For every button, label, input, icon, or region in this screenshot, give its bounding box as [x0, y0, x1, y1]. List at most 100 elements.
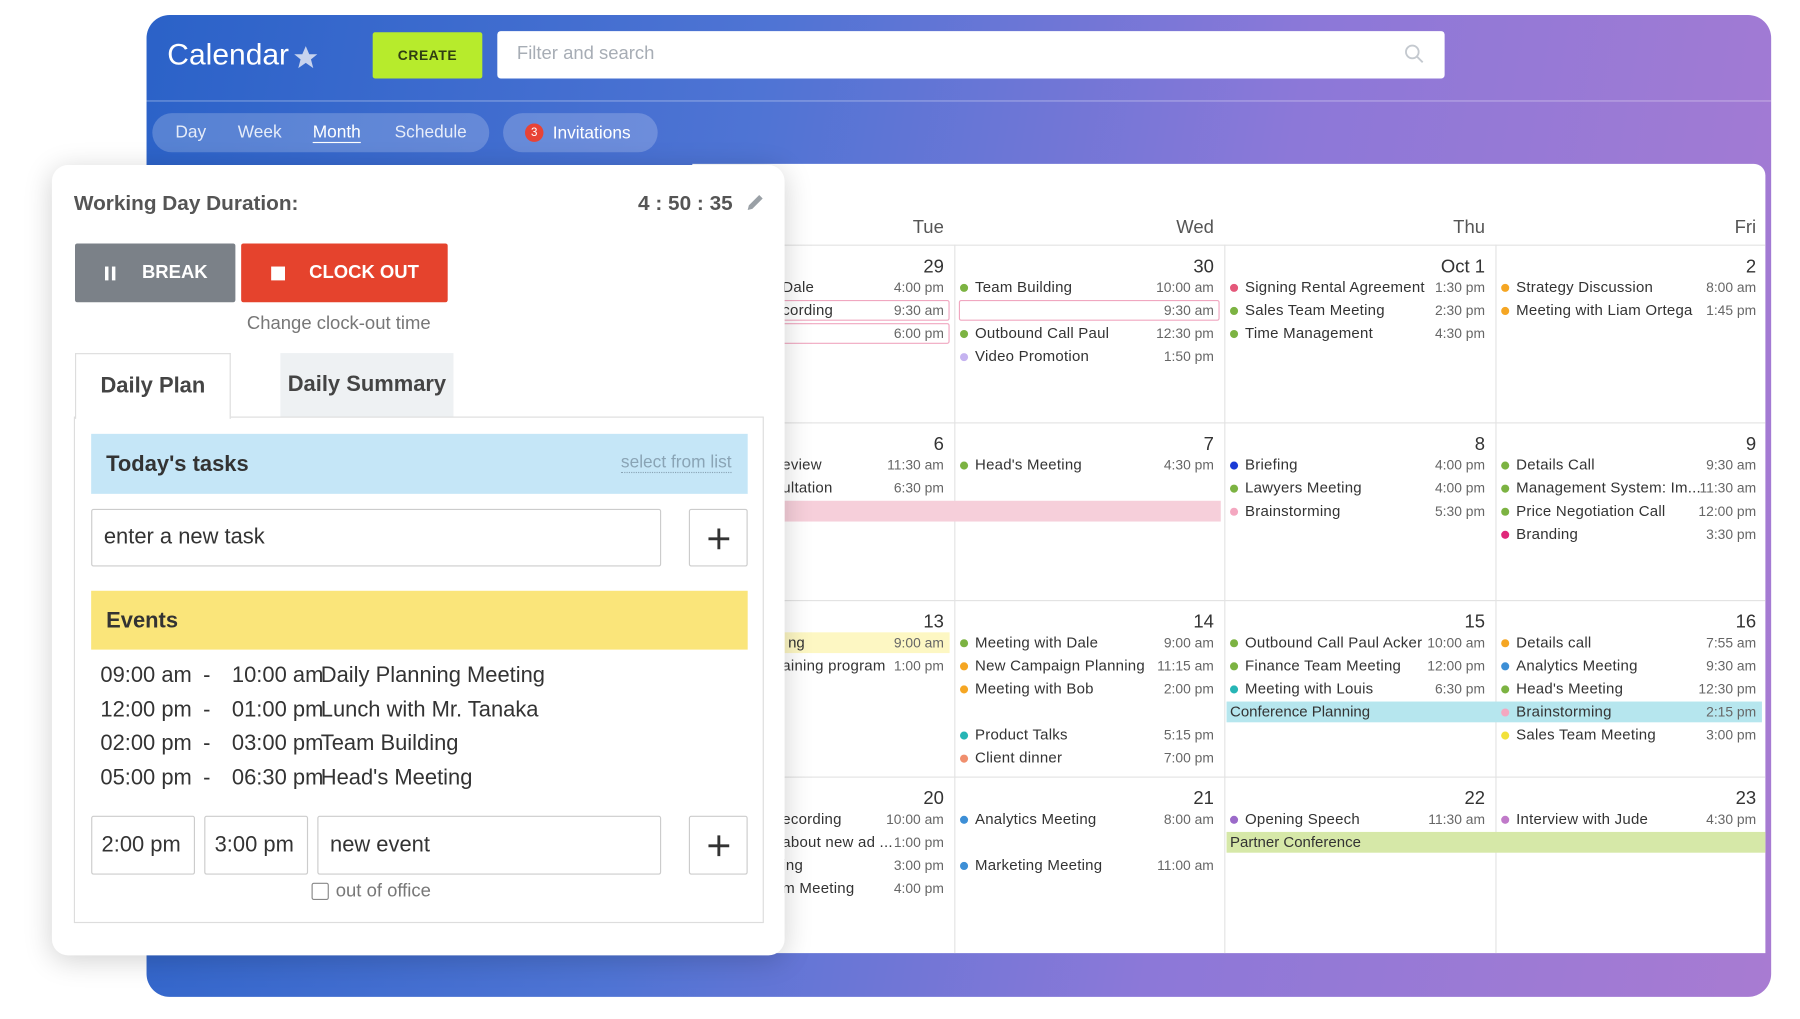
event-title[interactable]: ecording: [782, 810, 842, 828]
events-title: Events: [106, 609, 179, 634]
event-title[interactable]: New Campaign Planning: [975, 656, 1145, 674]
change-time-link[interactable]: Change clock-out time: [246, 313, 431, 334]
event-name: Daily Planning Meeting: [320, 663, 546, 688]
start-input[interactable]: 2:00 pm: [91, 815, 196, 875]
event-time: 6:30 pm: [1434, 680, 1486, 697]
event-time: 9:30 am: [893, 302, 944, 319]
event-time: 4:00 pm: [1434, 480, 1486, 497]
event-title[interactable]: Team Building: [975, 278, 1073, 296]
view-tab[interactable]: Schedule: [394, 122, 467, 142]
event-title[interactable]: cording: [782, 301, 834, 319]
event-dot: [1501, 639, 1510, 648]
event-title[interactable]: Interview with Jude: [1516, 810, 1649, 828]
event-title[interactable]: Finance Team Meeting: [1245, 656, 1402, 674]
event-title[interactable]: Client dinner: [975, 748, 1063, 767]
date-number: 6: [933, 435, 944, 455]
event-title[interactable]: Meeting with Dale: [975, 633, 1099, 651]
event-title[interactable]: Management System: Im...: [1516, 478, 1701, 497]
multi-day-event[interactable]: Partner Conference: [1226, 831, 1766, 853]
end-input[interactable]: 3:00 pm: [204, 815, 309, 875]
event-dot: [1501, 685, 1510, 694]
event-title[interactable]: Details call: [1516, 633, 1592, 651]
event-title[interactable]: aining program: [782, 656, 886, 674]
event-time: 7:00 pm: [1163, 750, 1214, 767]
event-dot: [960, 353, 969, 362]
event-title[interactable]: Analytics Meeting: [1516, 656, 1638, 674]
search-input[interactable]: Filter and search: [497, 31, 1445, 79]
event-title[interactable]: eview: [782, 455, 822, 474]
event-title[interactable]: Brainstorming: [1245, 501, 1341, 520]
event-time: 4:00 pm: [893, 880, 944, 897]
event-time: 4:30 pm: [1163, 456, 1214, 474]
event-title[interactable]: Time Management: [1245, 324, 1373, 342]
event-title[interactable]: Outbound Call Paul Acker: [1245, 633, 1423, 651]
event-start: 09:00 am: [100, 663, 192, 688]
event-title[interactable]: Strategy Discussion: [1516, 278, 1654, 296]
break-button[interactable]: BREAK: [75, 243, 236, 303]
add-task-button[interactable]: [688, 508, 748, 567]
event-title[interactable]: Branding: [1516, 525, 1579, 543]
event-title[interactable]: Brainstorming: [1516, 702, 1612, 721]
task-input[interactable]: enter a new task: [91, 508, 662, 567]
event-input[interactable]: new event: [317, 815, 662, 875]
event-title[interactable]: Price Negotiation Call: [1516, 501, 1666, 520]
event-title[interactable]: Video Promotion: [975, 347, 1090, 365]
col-line: [1495, 244, 1497, 954]
event-time: 11:00 am: [1157, 857, 1214, 874]
event-title[interactable]: Briefing: [1245, 455, 1298, 474]
view-tab[interactable]: Day: [175, 122, 207, 142]
event-time: 11:15 am: [1157, 657, 1214, 674]
row-line: [692, 600, 1766, 602]
event-title[interactable]: Meeting with Liam Ortega: [1516, 301, 1693, 319]
star-icon[interactable]: [293, 45, 318, 69]
view-tab[interactable]: Week: [237, 122, 282, 142]
event-title[interactable]: Details Call: [1516, 455, 1595, 474]
event-title[interactable]: about new ad ...: [782, 833, 893, 851]
select-link[interactable]: select from list: [620, 452, 732, 474]
checkbox[interactable]: [311, 882, 329, 901]
event-title[interactable]: Outbound Call Paul: [975, 324, 1110, 342]
event-start: 02:00 pm: [100, 731, 192, 757]
date-number: 29: [923, 257, 944, 277]
tab-active[interactable]: Daily Plan: [75, 353, 231, 419]
event-title[interactable]: Head's Meeting: [1516, 679, 1624, 697]
event-title[interactable]: ing: [782, 856, 804, 874]
multi-day-event[interactable]: Conference Planning: [1226, 701, 1762, 723]
tab-content: [73, 416, 764, 924]
event-title[interactable]: Meeting with Bob: [975, 679, 1094, 697]
event-outline[interactable]: [958, 300, 1220, 321]
add-event-button[interactable]: [688, 815, 748, 875]
event-title[interactable]: Opening Speech: [1245, 810, 1360, 828]
edit-icon[interactable]: [745, 193, 765, 213]
event-title[interactable]: Product Talks: [975, 725, 1068, 744]
event-time: 5:30 pm: [1434, 503, 1486, 520]
event-title[interactable]: Analytics Meeting: [975, 810, 1097, 828]
event-time: 11:30 am: [1699, 480, 1757, 497]
event-time: 11:30 am: [1428, 811, 1486, 828]
create-button[interactable]: CREATE: [372, 32, 483, 79]
multi-day-event[interactable]: [784, 500, 1221, 522]
event-title[interactable]: Head's Meeting: [975, 455, 1083, 474]
event-title[interactable]: Lawyers Meeting: [1245, 478, 1362, 497]
event-title[interactable]: Signing Rental Agreement: [1245, 278, 1425, 296]
month-grid: Tue Wed Thu Fri ng Conference Planning Partner…: [692, 163, 1766, 954]
break-label: BREAK: [141, 262, 208, 283]
event-title[interactable]: Meeting with Louis: [1245, 679, 1374, 697]
dash: -: [203, 731, 211, 757]
event-dot: [1501, 283, 1510, 292]
event-title[interactable]: m Meeting: [782, 879, 855, 897]
invitations-button[interactable]: 3 Invitations: [503, 113, 658, 153]
tab[interactable]: Daily Summary: [280, 353, 454, 417]
event-title[interactable]: Sales Team Meeting: [1245, 301, 1385, 319]
view-tab[interactable]: Month: [312, 122, 361, 142]
row-line: [692, 244, 1766, 246]
event-title[interactable]: ultation: [782, 478, 833, 497]
multi-day-event[interactable]: ng: [784, 632, 950, 654]
clock-out-button[interactable]: CLOCK OUT: [241, 243, 448, 303]
event-time: 12:00 pm: [1698, 503, 1757, 520]
event-title[interactable]: Marketing Meeting: [975, 856, 1103, 874]
event-dot: [1501, 306, 1510, 316]
event-title[interactable]: Sales Team Meeting: [1516, 725, 1656, 744]
event-title[interactable]: Dale: [782, 278, 815, 296]
